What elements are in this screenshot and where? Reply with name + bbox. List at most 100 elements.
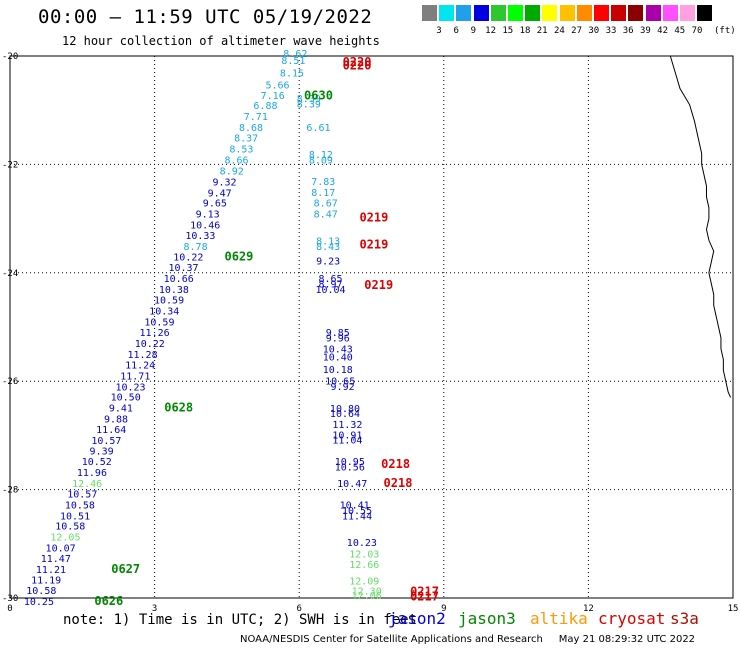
- wave-height-value: 10.23: [347, 538, 377, 549]
- wave-height-value: 10.51: [60, 511, 90, 522]
- legend-label: 18: [519, 26, 531, 36]
- wave-height-value: 10.34: [149, 307, 179, 318]
- legend-label: 6: [453, 26, 459, 36]
- legend-swatch: [473, 5, 489, 21]
- wave-height-value: 12.46: [72, 479, 102, 490]
- x-tick-label: 15: [728, 604, 739, 614]
- wave-height-value: 8.37: [234, 134, 258, 145]
- y-tick-label: -20: [2, 52, 18, 62]
- wave-height-value: 8.66: [224, 155, 248, 166]
- wave-height-value: 9.13: [196, 210, 220, 221]
- pass-time-label: 0219: [359, 210, 388, 224]
- legend-label: 27: [571, 26, 583, 36]
- legend-swatch: [576, 5, 592, 21]
- legend-label: 30: [588, 26, 600, 36]
- wave-height-value: 11.26: [140, 328, 170, 339]
- wave-height-value: 8.47: [314, 210, 338, 221]
- wave-height-value: 10.22: [135, 339, 165, 350]
- wave-height-value: 11.96: [77, 468, 107, 479]
- wave-height-value: 11.47: [41, 554, 71, 565]
- legend-unit: (ft): [714, 26, 736, 36]
- wave-height-value: 9.65: [203, 199, 227, 210]
- wave-height-value: 12.05: [50, 533, 80, 544]
- pass-time-label: 0218: [384, 476, 413, 490]
- wave-height-value: 7.83: [311, 177, 335, 188]
- wave-height-value: 10.66: [164, 274, 194, 285]
- pass-time-label: 0219: [364, 278, 393, 292]
- wave-height-value: 8.97: [318, 279, 342, 290]
- legend-swatch: [439, 5, 455, 21]
- wave-height-value: 8.62: [283, 49, 307, 60]
- wave-height-value: 12.09: [349, 576, 379, 587]
- wave-height-value: 10.07: [46, 543, 76, 554]
- pass-time-label: 0219: [359, 237, 388, 251]
- wave-height-value: 10.38: [159, 285, 189, 296]
- wave-height-value: 9.32: [212, 178, 236, 189]
- wave-height-value: 11.04: [332, 436, 362, 447]
- legend-swatch: [456, 5, 472, 21]
- legend-swatch: [542, 5, 558, 21]
- legend-label: 39: [639, 26, 651, 36]
- wave-height-value: 10.58: [65, 501, 95, 512]
- wave-height-value: 8.68: [239, 123, 263, 134]
- wave-height-value: 11.24: [125, 361, 155, 372]
- legend-swatch: [490, 5, 506, 21]
- wave-height-value: 8.92: [220, 167, 244, 178]
- legend-swatch: [594, 5, 609, 21]
- wave-height-value: 8.12: [309, 150, 333, 161]
- wave-height-value: 10.50: [111, 393, 141, 404]
- footer-credit: NOAA/NESDIS Center for Satellite Applica…: [240, 634, 696, 645]
- wave-height-value: 8.43: [316, 242, 340, 253]
- map-subtitle: 12 hour collection of altimeter wave hei…: [62, 34, 380, 48]
- wave-height-value: 10.95: [335, 457, 365, 468]
- wave-height-value: 12.03: [349, 549, 379, 560]
- wave-height-value: 11.21: [36, 565, 66, 576]
- wave-height-value: 11.32: [332, 420, 362, 431]
- wave-height-value: 10.23: [115, 382, 145, 393]
- wave-height-value: 11.71: [120, 372, 150, 383]
- wave-height-value: 10.55: [342, 506, 372, 517]
- legend-swatch: [508, 5, 523, 21]
- y-tick-label: -30: [2, 594, 18, 604]
- wave-height-value: 10.58: [26, 586, 56, 597]
- wave-height-value: 10.59: [154, 296, 184, 307]
- wave-height-value: 11.19: [31, 575, 61, 586]
- pass-time-label: 0217: [410, 584, 439, 598]
- wave-height-value: 8.53: [229, 144, 253, 155]
- legend-swatch: [645, 5, 661, 21]
- wave-height-value: 10.46: [190, 220, 220, 231]
- wave-height-value: 8.15: [280, 69, 304, 80]
- wave-height-value: 10.52: [82, 457, 112, 468]
- legend-label: 21: [536, 26, 548, 36]
- wave-height-value: 10.33: [185, 231, 215, 242]
- y-tick-label: -24: [2, 269, 18, 279]
- pass-time-label: 0626: [94, 594, 123, 608]
- wave-height-value: 6.88: [253, 101, 277, 112]
- legend-swatch: [697, 5, 713, 21]
- wave-height-value: 10.37: [168, 263, 198, 274]
- satellite-name-altika: altika: [530, 609, 588, 628]
- legend-label: 70: [691, 26, 703, 36]
- note-text: note: 1) Time is in UTC; 2) SWH is in fe…: [63, 612, 418, 628]
- legend-label: 33: [605, 26, 617, 36]
- legend-swatch: [611, 5, 627, 21]
- wave-height-value: 12.06: [352, 591, 382, 602]
- pass-time-label: 0220: [343, 55, 372, 69]
- wave-height-value: 10.41: [340, 501, 370, 512]
- wave-height-value: 10.43: [323, 344, 353, 355]
- coastline: [669, 55, 732, 398]
- legend-label: 24: [553, 26, 565, 36]
- wave-height-value: 10.91: [332, 431, 362, 442]
- wave-height-value: 10.04: [315, 285, 345, 296]
- x-tick-label: 12: [583, 604, 594, 614]
- wave-height-value: 9.92: [331, 382, 355, 393]
- pass-time-label: 0220: [343, 59, 372, 73]
- wave-height-value: 9.96: [326, 334, 350, 345]
- wave-height-value: 9.88: [104, 414, 128, 425]
- wave-height-value: 10.58: [55, 522, 85, 533]
- legend-swatch: [559, 5, 575, 21]
- satellite-name-cryosat: cryosat: [598, 609, 666, 628]
- wave-height-value: 9.47: [208, 188, 232, 199]
- wave-height-value: 11.44: [342, 511, 372, 522]
- legend-label: 45: [674, 26, 686, 36]
